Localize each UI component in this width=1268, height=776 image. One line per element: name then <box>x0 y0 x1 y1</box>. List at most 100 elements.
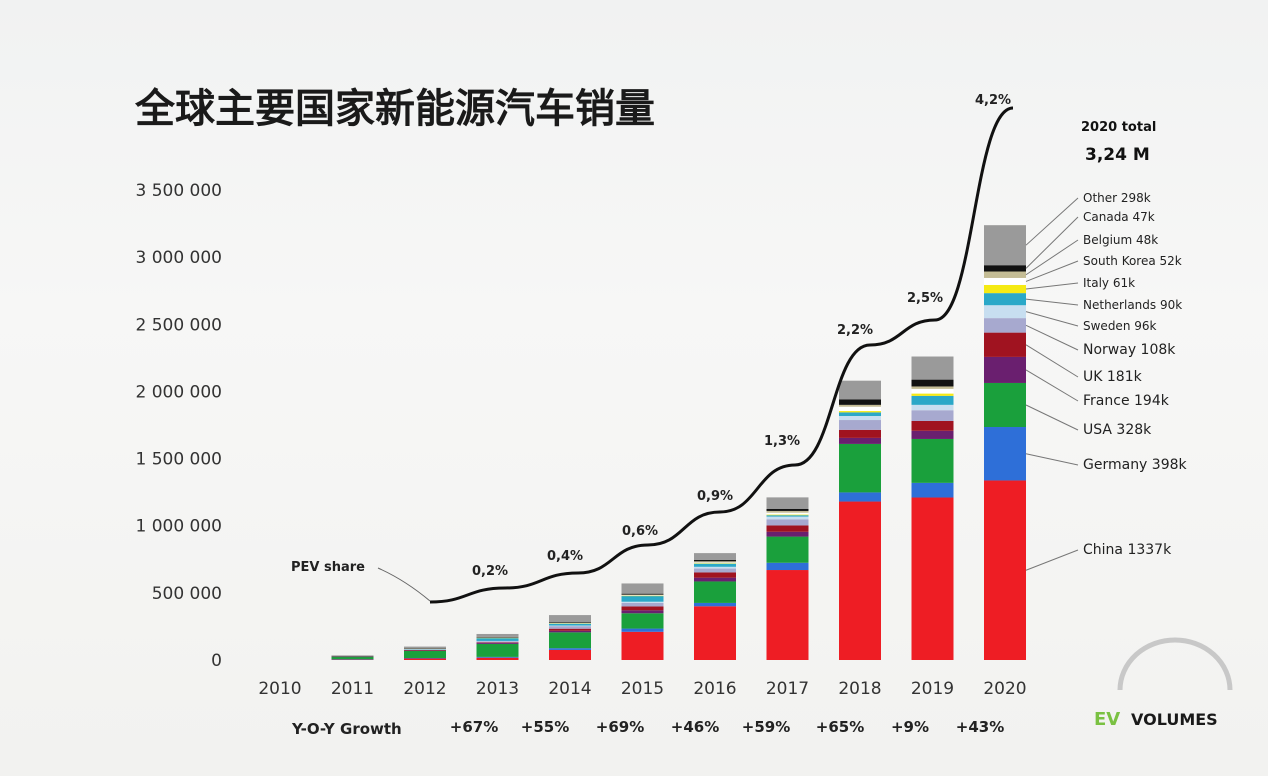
pev-share-value: 0,6% <box>622 524 658 539</box>
y-tick-label: 3 500 000 <box>135 181 222 201</box>
pev-share-curve <box>429 106 1014 604</box>
bar-segment-uk <box>839 429 881 438</box>
bar-stack-2013 <box>476 633 519 660</box>
yoy-growth-row: Y-O-Y Growth +67% +55% +69% +46% +59% +65% +9%… <box>291 718 1004 738</box>
growth-value: +46% <box>671 718 719 736</box>
bar-stack-2016 <box>694 553 736 660</box>
bar-stack-2014 <box>549 615 591 660</box>
bar-segment-sweden <box>694 566 736 569</box>
bar-segment-france <box>621 610 664 614</box>
growth-value: +69% <box>596 718 644 736</box>
bar-segment-canada <box>621 593 664 595</box>
bar-segment-usa <box>331 656 374 660</box>
bar-segment-usa <box>911 438 954 483</box>
bar-segment-canada <box>331 655 374 657</box>
growth-value: +59% <box>742 718 790 736</box>
bar-segment-uk <box>984 332 1026 357</box>
bar-segment-germany <box>404 657 446 659</box>
growth-value: +65% <box>816 718 864 736</box>
legend-leader-norway <box>1025 324 1079 351</box>
bar-segment-china <box>984 480 1026 660</box>
bar-stack-2012 <box>404 646 446 660</box>
y-tick-label: 0 <box>211 651 222 671</box>
legend-entry-france: France 194k <box>1083 393 1170 409</box>
bar-segment-netherlands <box>839 412 881 417</box>
bar-segment-china <box>404 658 446 660</box>
bar-segment-norway <box>911 410 954 421</box>
bar-segment-belgium <box>476 637 519 638</box>
bar-segment-usa <box>839 443 881 493</box>
x-tick-label: 2010 <box>258 679 301 699</box>
bar-segment-germany <box>476 656 519 658</box>
bar-segment-netherlands <box>549 623 591 626</box>
bar-segment-norway <box>839 420 881 430</box>
pev-share-value: 0,4% <box>547 549 583 564</box>
growth-value: +9% <box>891 718 929 736</box>
bar-segment-norway <box>984 318 1026 333</box>
bar-segment-belgium <box>549 622 591 624</box>
bar-stack-2015 <box>621 583 664 660</box>
bar-segment-france <box>766 531 809 537</box>
bar-segment-netherlands <box>694 563 736 567</box>
bar-segment-belgium <box>621 594 664 596</box>
bar-segment-germany <box>331 659 374 660</box>
bar-segment-canada <box>766 508 809 511</box>
bar-segment-norway <box>766 519 809 526</box>
bar-segment-south-korea <box>694 562 736 564</box>
ev-volumes-logo: EV VOLUMES <box>1094 637 1233 730</box>
pev-share-value: 0,2% <box>472 564 508 579</box>
bar-segment-china <box>476 657 519 660</box>
y-tick-label: 1 500 000 <box>135 450 222 470</box>
bar-segment-canada <box>476 636 519 638</box>
bar-segment-uk <box>911 420 954 431</box>
x-tick-label: 2012 <box>403 679 446 699</box>
bar-stack-2019 <box>911 356 954 660</box>
bar-segment-uk <box>476 642 519 643</box>
legend-entry-china: China 1337k <box>1083 542 1172 558</box>
y-axis: 0 500 000 1 000 000 1 500 000 2 000 000 2 500… <box>135 181 222 671</box>
logo-arc-icon <box>1117 637 1233 691</box>
bar-segment-france <box>839 437 881 444</box>
bar-segment-other <box>839 380 881 400</box>
x-tick-label: 2017 <box>766 679 809 699</box>
bar-segment-other <box>621 583 664 594</box>
y-tick-label: 3 000 000 <box>135 248 222 268</box>
bar-segment-usa <box>549 632 591 649</box>
bar-segment-sweden <box>549 625 591 627</box>
bar-segment-germany <box>549 648 591 650</box>
pev-share-value: 1,3% <box>764 434 800 449</box>
legend-entry-belgium: Belgium 48k <box>1083 233 1158 247</box>
legend-leader-south-korea <box>1025 260 1079 282</box>
bar-segment-south-korea <box>549 623 591 624</box>
logo-ev-text: EV <box>1094 709 1120 730</box>
bar-segment-netherlands <box>476 637 519 641</box>
bar-segment-other <box>476 633 519 637</box>
bar-segment-belgium <box>911 386 954 389</box>
bar-segment-france <box>549 630 591 633</box>
bar-segment-france <box>984 356 1026 383</box>
bar-segment-sweden <box>404 649 446 650</box>
bar-segment-germany <box>621 628 664 632</box>
bar-segment-france <box>694 577 736 582</box>
bar-segment-china <box>549 649 591 660</box>
growth-value: +55% <box>521 718 569 736</box>
growth-value: +43% <box>956 718 1004 736</box>
y-tick-label: 2 500 000 <box>135 315 222 335</box>
bar-segment-italy <box>984 284 1026 294</box>
x-tick-label: 2018 <box>838 679 881 699</box>
bar-segment-china <box>694 606 736 660</box>
bar-segment-other <box>984 225 1026 266</box>
bar-segment-norway <box>476 641 519 643</box>
bar-segment-netherlands <box>766 515 809 517</box>
pev-share-value: 2,2% <box>837 323 873 338</box>
bar-segment-france <box>404 650 446 651</box>
bar-segment-sweden <box>621 601 664 603</box>
bar-segment-sweden <box>476 640 519 642</box>
pev-share-value: 2,5% <box>907 291 943 306</box>
legend-entry-usa: USA 328k <box>1083 422 1152 438</box>
x-tick-label: 2014 <box>548 679 591 699</box>
bar-segment-south-korea <box>839 406 881 412</box>
chart-title: 全球主要国家新能源汽车销量 <box>134 86 655 132</box>
bar-segment-belgium <box>984 271 1026 278</box>
